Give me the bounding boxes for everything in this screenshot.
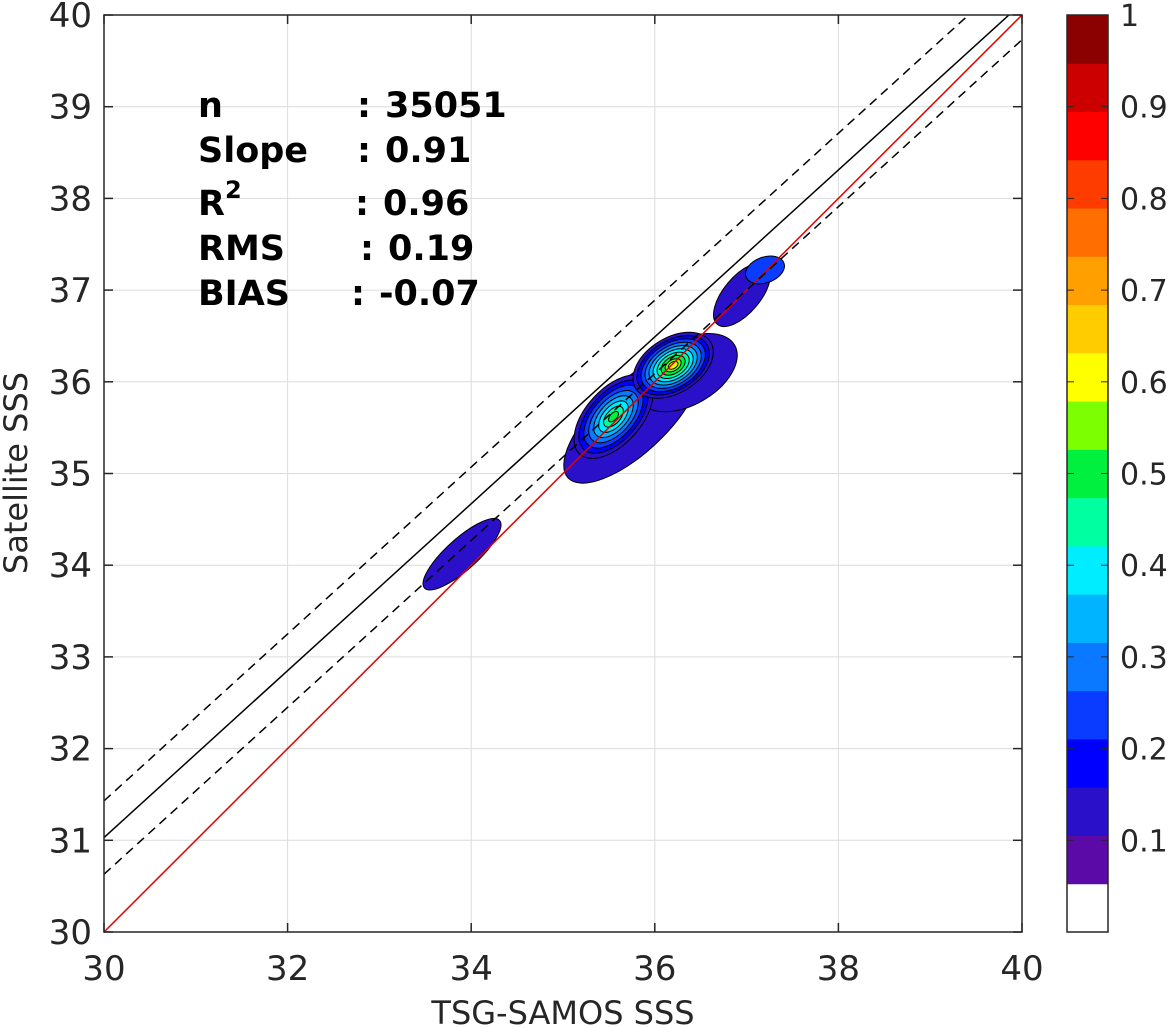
density-contours bbox=[422, 255, 785, 591]
colorbar-tick-label: 0.4 bbox=[1120, 549, 1168, 584]
colorbar-segment bbox=[1067, 642, 1108, 692]
colorbar-segment bbox=[1067, 497, 1108, 547]
colorbar-segment bbox=[1067, 738, 1108, 788]
stat-bias-label: BIAS bbox=[198, 274, 290, 314]
line-fit-0-4 bbox=[104, 39, 1022, 875]
x-tick-label: 38 bbox=[817, 949, 860, 989]
gridlines bbox=[104, 15, 1022, 932]
colorbar-tick-label: 0.6 bbox=[1120, 366, 1168, 401]
x-tick-label: 40 bbox=[1000, 949, 1043, 989]
y-tick-label: 40 bbox=[49, 0, 92, 36]
line-fit bbox=[104, 15, 1011, 839]
stat-r2-base: R bbox=[198, 184, 225, 224]
y-tick-label: 31 bbox=[49, 821, 92, 861]
y-tick-label: 34 bbox=[49, 546, 92, 586]
colorbar-segment bbox=[1067, 401, 1108, 450]
colorbar-segment bbox=[1067, 15, 1108, 64]
density-contour-peak-1 bbox=[608, 410, 619, 423]
stat-n-label: n bbox=[198, 86, 223, 126]
stat-rms-value: 0.19 bbox=[388, 229, 474, 269]
x-tick-label: 32 bbox=[266, 949, 309, 989]
colorbar-segment bbox=[1067, 352, 1108, 402]
stat-bias-sep: : bbox=[351, 274, 365, 314]
y-tick-label: 38 bbox=[49, 179, 92, 219]
line-fit-0-4 bbox=[104, 15, 970, 802]
density-contour-cluster-1 bbox=[422, 517, 502, 591]
colorbar-tick-label: 0.3 bbox=[1120, 641, 1168, 676]
stat-rms-sep: : bbox=[360, 229, 374, 269]
stat-slope-value: 0.91 bbox=[385, 131, 471, 171]
colorbar: 0.1 0.2 0.3 0.4 0.5 0.6 0.7 0.8 0.9 1 bbox=[1066, 0, 1168, 933]
colorbar-tick-label: 0.8 bbox=[1120, 182, 1168, 217]
stats-annotation: n : 35051 Slope : 0.91 R2 : 0.96 RMS : 0… bbox=[198, 86, 507, 314]
y-axis-title: Satellite SSS bbox=[0, 372, 35, 574]
stat-n-sep: : bbox=[357, 86, 371, 126]
stat-slope-label: Slope bbox=[198, 131, 308, 171]
colorbar-segment bbox=[1067, 545, 1108, 595]
colorbar-segment bbox=[1067, 63, 1108, 113]
stat-n-value: 35051 bbox=[385, 86, 507, 126]
colorbar-tick-label: 0.5 bbox=[1120, 458, 1168, 493]
axis-ticks: 30 32 34 36 38 40 30 31 32 33 34 35 36 37 38 39 40 bbox=[49, 0, 1044, 989]
y-tick-label: 32 bbox=[49, 730, 92, 770]
x-tick-label: 36 bbox=[633, 949, 676, 989]
stat-bias-value: -0.07 bbox=[379, 274, 480, 314]
colorbar-segment bbox=[1067, 835, 1108, 885]
stat-r2-label: R2 bbox=[198, 176, 242, 224]
colorbar-tick-label: 0.1 bbox=[1120, 824, 1168, 859]
colorbar-segment bbox=[1067, 159, 1108, 209]
colorbar-tick-label: 1 bbox=[1120, 0, 1139, 34]
x-axis-title: TSG-SAMOS SSS bbox=[430, 994, 694, 1028]
x-tick-label: 30 bbox=[82, 949, 125, 989]
regression-lines bbox=[104, 15, 1022, 932]
line-1-1-line bbox=[104, 15, 1022, 932]
colorbar-segment bbox=[1067, 690, 1108, 740]
y-tick-label: 37 bbox=[49, 271, 92, 311]
colorbar-tick-label: 0.2 bbox=[1120, 733, 1168, 768]
stat-rms-label: RMS bbox=[198, 229, 285, 269]
stat-slope-sep: : bbox=[357, 131, 371, 171]
stat-r2-sep: : bbox=[355, 184, 369, 224]
colorbar-tick-label: 0.7 bbox=[1120, 274, 1168, 309]
y-tick-label: 35 bbox=[49, 455, 92, 495]
colorbar-segment bbox=[1067, 787, 1108, 836]
colorbar-segment bbox=[1067, 208, 1108, 257]
x-tick-label: 34 bbox=[450, 949, 493, 989]
colorbar-segment bbox=[1067, 883, 1108, 933]
y-tick-label: 39 bbox=[49, 88, 92, 128]
colorbar-segment bbox=[1067, 111, 1108, 161]
stat-r2-value: 0.96 bbox=[383, 184, 469, 224]
colorbar-segment bbox=[1067, 594, 1108, 643]
colorbar-segment bbox=[1067, 256, 1108, 306]
stat-r2-sup: 2 bbox=[225, 176, 242, 204]
y-tick-label: 36 bbox=[49, 363, 92, 403]
colorbar-segment bbox=[1067, 304, 1108, 354]
y-tick-label: 30 bbox=[49, 913, 92, 953]
colorbar-tick-label: 0.9 bbox=[1120, 91, 1168, 126]
y-tick-label: 33 bbox=[49, 638, 92, 678]
